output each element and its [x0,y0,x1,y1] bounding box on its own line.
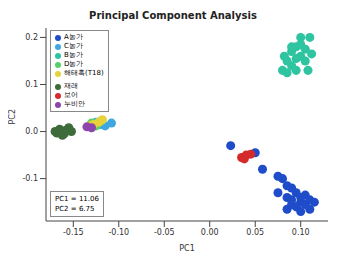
svg-text:-0.10: -0.10 [108,228,129,237]
svg-text:-0.1: -0.1 [22,174,38,183]
html-text:보어: 보어 [64,91,78,99]
svg-text:0.2: 0.2 [25,33,38,42]
html-text:재래: 재래 [64,82,78,90]
svg-text:PC2: PC2 [8,109,17,125]
html-text:Principal Component Analysis: Principal Component Analysis [89,10,257,21]
html-text:C농가: C농가 [64,42,83,50]
html-text:PC1 = 11.06: PC1 = 11.06 [55,195,99,203]
svg-text:-0.05: -0.05 [154,228,175,237]
html-text:A농가: A농가 [64,33,83,41]
svg-text:0.00: 0.00 [201,228,219,237]
html-text:해태흑(T18): 해태흑(T18) [64,69,104,77]
svg-text:0.1: 0.1 [25,80,38,89]
svg-text:0.05: 0.05 [246,228,264,237]
html-text:PC2 = 6.75: PC2 = 6.75 [55,205,95,213]
html-text:B농가: B농가 [64,51,83,59]
html-text:D농가: D농가 [64,60,84,68]
svg-text:PC1: PC1 [179,244,195,251]
html-text:누비안: 누비안 [64,100,85,108]
svg-text:-0.15: -0.15 [63,228,84,237]
svg-text:0.0: 0.0 [25,127,38,136]
svg-text:0.10: 0.10 [292,228,310,237]
